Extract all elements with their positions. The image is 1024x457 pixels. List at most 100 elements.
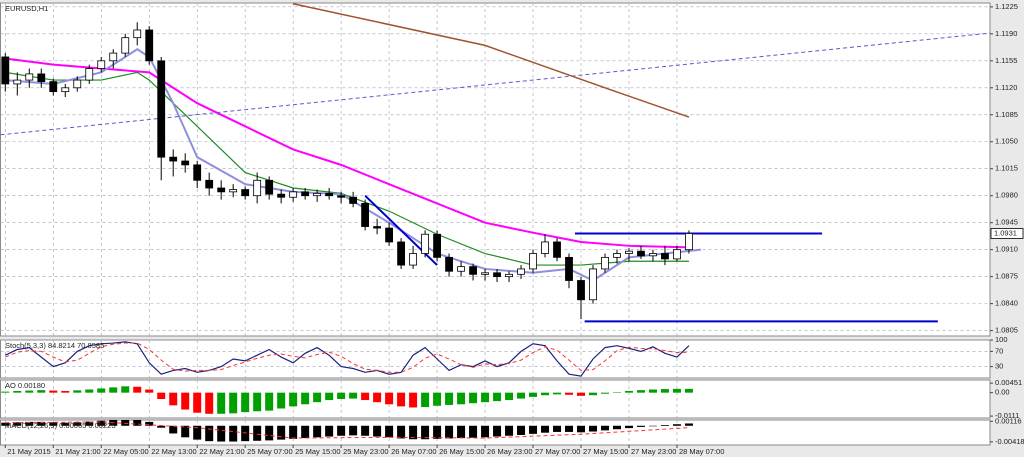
candle-body (289, 191, 298, 198)
panel (0, 339, 991, 379)
y-tick-label: 1.1225 (995, 2, 1018, 11)
bar (217, 425, 226, 442)
panel-title: Stoch(5,3,3) 84.8214 70.8585 (5, 341, 104, 350)
line (292, 3, 690, 118)
y-tick-label: 1.1155 (995, 56, 1017, 65)
bar (361, 392, 370, 401)
bar (181, 425, 190, 438)
bar (505, 425, 514, 436)
panel-content (0, 340, 990, 378)
bar (205, 392, 214, 414)
bar (37, 390, 46, 393)
candle-body (601, 256, 609, 270)
x-tick-label: 21 May 2015 (7, 447, 50, 456)
candle-body (25, 73, 34, 81)
bar (553, 392, 562, 395)
bar (229, 425, 238, 442)
candle-body (469, 266, 477, 275)
bar (61, 390, 70, 393)
candle-body (673, 249, 681, 260)
bar (61, 422, 70, 426)
bar (433, 425, 442, 439)
bar (409, 425, 418, 440)
candle-body (385, 227, 394, 243)
candle-body (49, 81, 58, 93)
bar (493, 392, 502, 402)
bar (481, 425, 490, 438)
candle-body (529, 253, 537, 270)
bar (337, 425, 346, 436)
bar (565, 392, 574, 395)
bar (505, 392, 514, 401)
candle-body (193, 164, 202, 181)
y-tick-label: 1.0945 (995, 218, 1018, 227)
bar (349, 425, 358, 436)
bar (445, 392, 454, 405)
bar (517, 425, 526, 435)
candle-body (277, 193, 286, 198)
candle-body (553, 241, 561, 258)
x-tick-label: 25 May 07:00 (247, 447, 292, 456)
bar (301, 392, 310, 405)
bar (684, 388, 693, 393)
candle-body (649, 253, 657, 257)
bar (612, 425, 621, 430)
bar (469, 425, 478, 438)
bar (241, 392, 250, 413)
y-tick-label: 100 (995, 335, 1008, 344)
bar (409, 392, 418, 408)
bar (457, 392, 466, 405)
bar (624, 425, 633, 429)
bar (361, 425, 370, 436)
candle-body (577, 280, 585, 301)
candle-body (325, 192, 334, 197)
bar (133, 386, 142, 393)
candle-body (253, 179, 262, 197)
bar (553, 425, 562, 432)
price-marker (990, 228, 1024, 239)
bar (121, 420, 130, 426)
bar (325, 392, 334, 401)
bar (600, 392, 609, 394)
candle-body (421, 233, 429, 254)
bar (421, 392, 430, 408)
bar (541, 425, 550, 433)
bar (277, 425, 286, 440)
x-tick-label: 28 May 07:00 (679, 447, 724, 456)
bar (289, 392, 298, 407)
bar (313, 392, 322, 403)
bar (265, 425, 274, 441)
candle-body (349, 196, 358, 204)
y-tick-label: 1.1190 (995, 29, 1017, 38)
bar (529, 425, 538, 434)
candle-body (337, 195, 346, 198)
candle-body (685, 233, 693, 251)
bar (169, 392, 178, 406)
bar (589, 392, 598, 396)
candle-body (445, 256, 453, 272)
x-tick-label: 22 May 05:00 (103, 447, 148, 456)
candle-body (589, 268, 597, 301)
bar (672, 424, 681, 426)
y-tick-label: 1.0910 (995, 245, 1018, 254)
bar (349, 392, 358, 399)
candle-body (133, 29, 142, 39)
bar (121, 386, 130, 393)
bar (397, 392, 406, 407)
y-tick-label: 1.0805 (995, 326, 1018, 335)
x-tick-label: 26 May 07:00 (391, 447, 436, 456)
bar (49, 422, 58, 426)
candle-body (505, 273, 513, 278)
bar (37, 421, 46, 426)
y-tick-label: 1.0840 (995, 299, 1018, 308)
bar (157, 392, 166, 399)
candle-body (61, 87, 70, 93)
bar (217, 392, 226, 414)
bar (589, 425, 598, 432)
bar (13, 422, 22, 426)
bar (25, 421, 34, 426)
candle-body (121, 37, 130, 54)
y-tick-label: 1.1015 (995, 164, 1018, 173)
candle-body (433, 233, 441, 258)
